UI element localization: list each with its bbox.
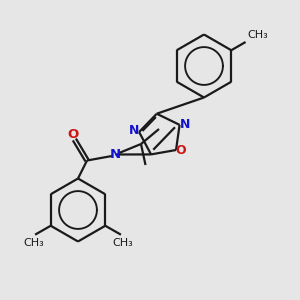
Text: N: N (110, 148, 121, 161)
Text: O: O (67, 128, 78, 142)
Text: CH₃: CH₃ (23, 238, 44, 248)
Text: N: N (179, 118, 190, 131)
Text: O: O (176, 144, 186, 157)
Text: CH₃: CH₃ (112, 238, 133, 248)
Text: CH₃: CH₃ (247, 31, 268, 40)
Text: N: N (129, 124, 139, 137)
